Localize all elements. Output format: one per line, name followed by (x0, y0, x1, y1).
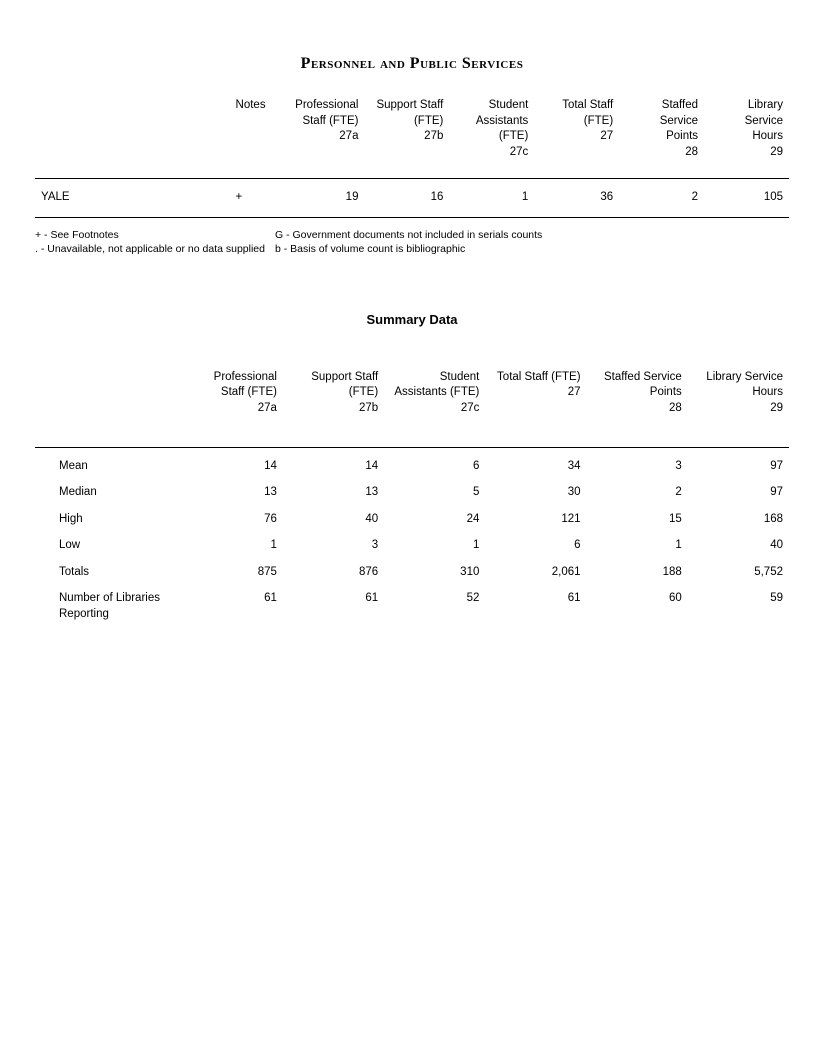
col-header-prof-staff: ProfessionalStaff (FTE)27a (280, 95, 365, 179)
row-label: Totals (35, 559, 182, 586)
table-row: YALE + 19 16 1 36 2 105 (35, 179, 789, 218)
col-header-service-hours: Library ServiceHours29 (688, 367, 789, 447)
table-row: Totals8758763102,0611885,752 (35, 559, 789, 586)
cell-value: 24 (384, 506, 485, 533)
cell-value: 3 (283, 533, 384, 560)
cell-value: 6 (485, 533, 586, 560)
row-label: Mean (35, 447, 182, 480)
cell-value: 16 (364, 179, 449, 218)
cell-value: 36 (534, 179, 619, 218)
row-label: Median (35, 480, 182, 507)
data-table-main: Notes ProfessionalStaff (FTE)27a Support… (35, 95, 789, 218)
cell-value: 2 (587, 480, 688, 507)
footnote-text: G - Government documents not included in… (275, 228, 789, 243)
cell-value: 13 (182, 480, 283, 507)
col-header-prof-staff: ProfessionalStaff (FTE)27a (182, 367, 283, 447)
table-row: High76402412115168 (35, 506, 789, 533)
cell-value: 121 (485, 506, 586, 533)
cell-value: 875 (182, 559, 283, 586)
cell-value: 1 (587, 533, 688, 560)
cell-value: 30 (485, 480, 586, 507)
cell-value: 61 (283, 586, 384, 628)
cell-value: 310 (384, 559, 485, 586)
footnote-text: + - See Footnotes (35, 228, 275, 243)
row-label: High (35, 506, 182, 533)
footnotes: + - See Footnotes . - Unavailable, not a… (35, 228, 789, 257)
col-header-blank (35, 367, 182, 447)
cell-value: 6 (384, 447, 485, 480)
cell-value: 14 (283, 447, 384, 480)
cell-value: 19 (280, 179, 365, 218)
summary-title: Summary Data (35, 312, 789, 327)
row-label: Number of Libraries Reporting (35, 586, 182, 628)
cell-value: 40 (688, 533, 789, 560)
cell-value: 40 (283, 506, 384, 533)
table-row: Median1313530297 (35, 480, 789, 507)
cell-value: 2 (619, 179, 704, 218)
cell-value: 876 (283, 559, 384, 586)
col-header-notes: Notes (230, 95, 280, 179)
cell-value: 2,061 (485, 559, 586, 586)
cell-value: 1 (384, 533, 485, 560)
cell-value: 14 (182, 447, 283, 480)
row-label: Low (35, 533, 182, 560)
col-header-blank (35, 95, 230, 179)
cell-value: 76 (182, 506, 283, 533)
cell-value: 97 (688, 480, 789, 507)
cell-value: 168 (688, 506, 789, 533)
table-header-row: Notes ProfessionalStaff (FTE)27a Support… (35, 95, 789, 179)
col-header-student-assistants: StudentAssistants(FTE)27c (449, 95, 534, 179)
cell-value: 1 (449, 179, 534, 218)
col-header-service-points: StaffedServicePoints28 (619, 95, 704, 179)
col-header-support-staff: Support Staff(FTE)27b (283, 367, 384, 447)
cell-value: 52 (384, 586, 485, 628)
table-row: Mean1414634397 (35, 447, 789, 480)
col-header-student-assistants: StudentAssistants (FTE)27c (384, 367, 485, 447)
page-title: Personnel and Public Services (35, 55, 789, 73)
cell-notes: + (230, 179, 280, 218)
col-header-service-points: Staffed ServicePoints28 (587, 367, 688, 447)
cell-value: 34 (485, 447, 586, 480)
col-header-support-staff: Support Staff(FTE)27b (364, 95, 449, 179)
footnote-text: . - Unavailable, not applicable or no da… (35, 242, 275, 257)
table-header-row: ProfessionalStaff (FTE)27a Support Staff… (35, 367, 789, 447)
cell-value: 61 (485, 586, 586, 628)
col-header-total-staff: Total Staff (FTE)27 (485, 367, 586, 447)
table-row: Number of Libraries Reporting61615261605… (35, 586, 789, 628)
col-header-total-staff: Total Staff(FTE)27 (534, 95, 619, 179)
cell-value: 5,752 (688, 559, 789, 586)
row-label: YALE (35, 179, 230, 218)
data-table-summary: ProfessionalStaff (FTE)27a Support Staff… (35, 367, 789, 628)
table-row: Low1316140 (35, 533, 789, 560)
cell-value: 59 (688, 586, 789, 628)
cell-value: 60 (587, 586, 688, 628)
cell-value: 13 (283, 480, 384, 507)
cell-value: 97 (688, 447, 789, 480)
cell-value: 188 (587, 559, 688, 586)
footnote-text: b - Basis of volume count is bibliograph… (275, 242, 789, 257)
cell-value: 1 (182, 533, 283, 560)
cell-value: 5 (384, 480, 485, 507)
cell-value: 3 (587, 447, 688, 480)
cell-value: 15 (587, 506, 688, 533)
col-header-service-hours: LibraryServiceHours29 (704, 95, 789, 179)
cell-value: 61 (182, 586, 283, 628)
cell-value: 105 (704, 179, 789, 218)
